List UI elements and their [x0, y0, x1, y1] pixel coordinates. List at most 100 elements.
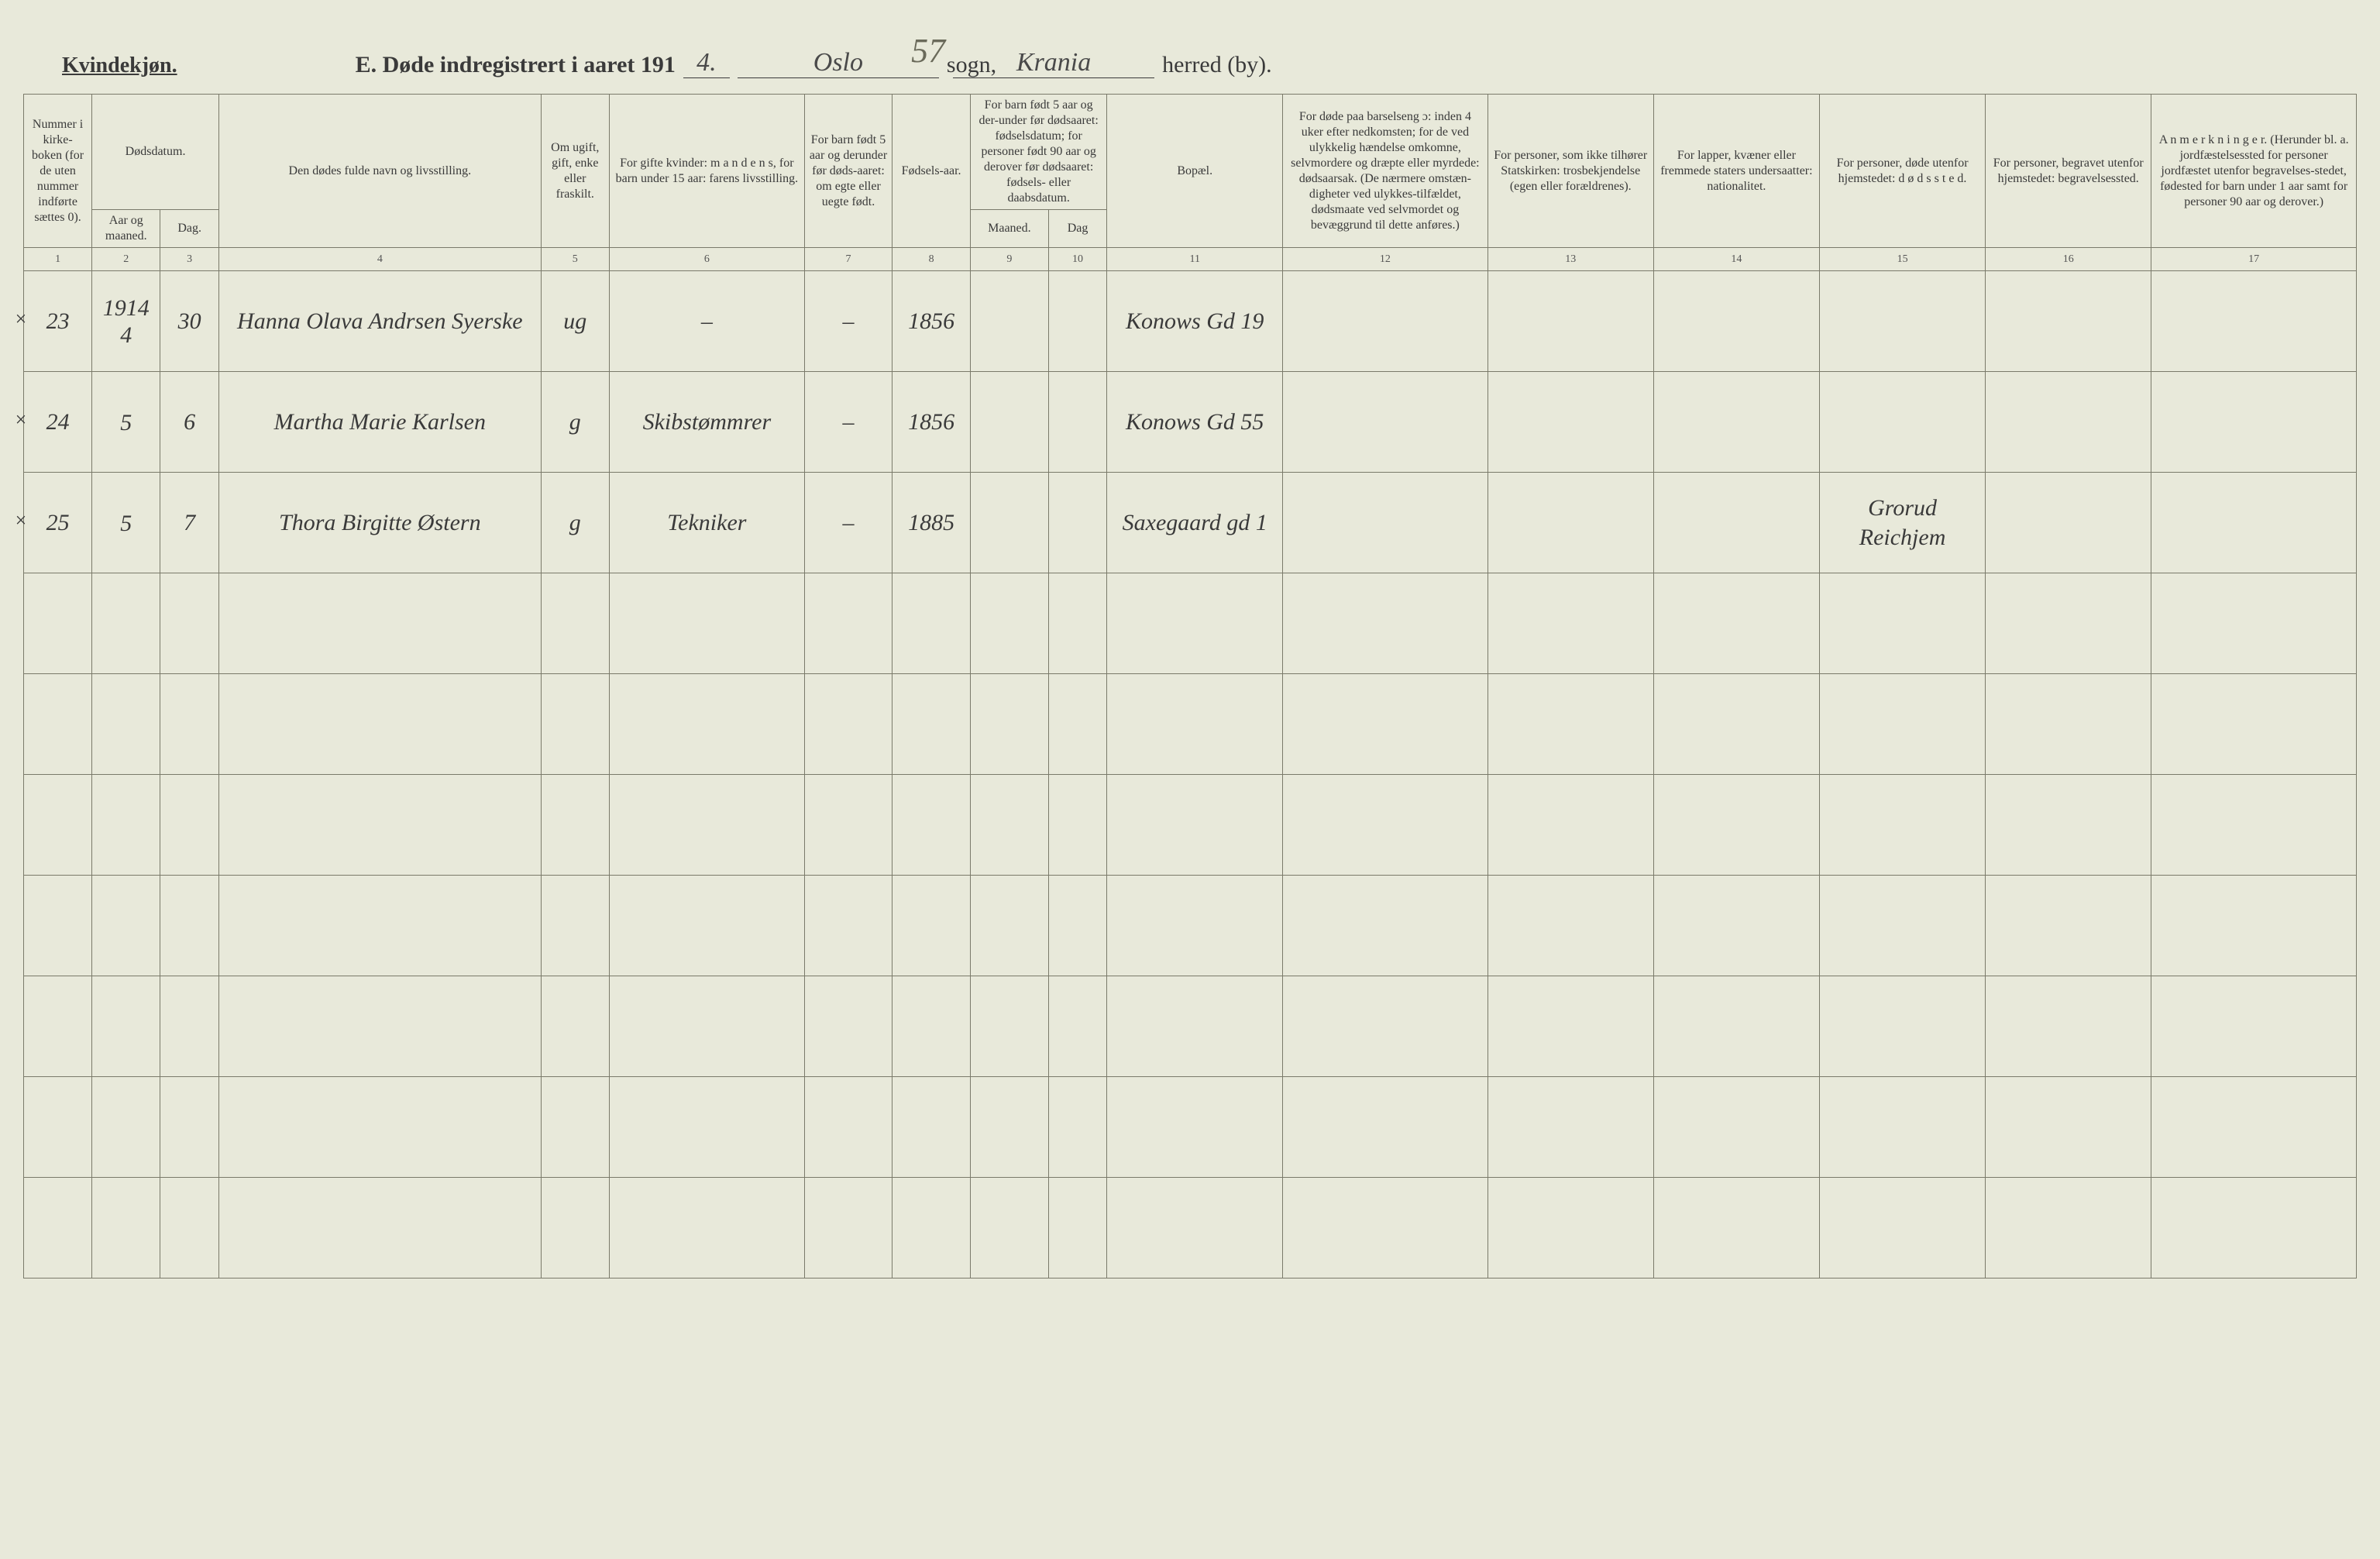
- cell: ×24: [24, 372, 92, 473]
- table-row-empty: [24, 1178, 2357, 1279]
- cell: 5: [92, 473, 160, 573]
- cell-empty: [609, 976, 804, 1077]
- cell: [1653, 271, 1819, 372]
- cell: [2151, 473, 2357, 573]
- table-row-empty: [24, 573, 2357, 674]
- cell-empty: [892, 976, 971, 1077]
- col-header-9: Maaned.: [970, 210, 1048, 248]
- cell-empty: [892, 1077, 971, 1178]
- cell: 1856: [892, 372, 971, 473]
- column-number-row: 1 2 3 4 5 6 7 8 9 10 11 12 13 14 15 16 1…: [24, 248, 2357, 271]
- cell: Tekniker: [609, 473, 804, 573]
- cell-empty: [1819, 876, 1985, 976]
- cell-empty: [218, 573, 541, 674]
- cell-empty: [24, 1077, 92, 1178]
- cell-empty: [609, 1178, 804, 1279]
- parish-value: Oslo: [738, 48, 939, 78]
- cell-empty: [804, 775, 892, 876]
- cell-empty: [1819, 573, 1985, 674]
- cell-empty: [804, 1077, 892, 1178]
- cell-empty: [24, 976, 92, 1077]
- col-header-13: For personer, som ikke tilhører Statskir…: [1488, 95, 1653, 248]
- cell-empty: [970, 775, 1048, 876]
- cell-empty: [1283, 674, 1488, 775]
- colnum: 11: [1107, 248, 1283, 271]
- colnum: 2: [92, 248, 160, 271]
- colnum: 7: [804, 248, 892, 271]
- cell-empty: [92, 1178, 160, 1279]
- cell-empty: [1048, 674, 1107, 775]
- cell-empty: [218, 876, 541, 976]
- cell: 6: [160, 372, 219, 473]
- page-number: 57: [911, 31, 945, 71]
- col-header-2-group: Dødsdatum.: [92, 95, 219, 210]
- cell-empty: [218, 1077, 541, 1178]
- colnum: 5: [541, 248, 609, 271]
- cell-empty: [1986, 573, 2151, 674]
- cell-empty: [1488, 573, 1653, 674]
- cell-empty: [1986, 1178, 2151, 1279]
- cell: [1488, 372, 1653, 473]
- cell-empty: [160, 573, 219, 674]
- cell: ug: [541, 271, 609, 372]
- cell-empty: [24, 674, 92, 775]
- cell-empty: [92, 573, 160, 674]
- cell-empty: [1107, 976, 1283, 1077]
- cell: [1986, 473, 2151, 573]
- table-row: ×2557Thora Birgitte ØsterngTekniker–1885…: [24, 473, 2357, 573]
- cell-empty: [1653, 876, 1819, 976]
- death-register-table: Nummer i kirke-boken (for de uten nummer…: [23, 94, 2357, 1279]
- cell-empty: [1107, 775, 1283, 876]
- cell-empty: [1283, 573, 1488, 674]
- colnum: 3: [160, 248, 219, 271]
- cell-empty: [1653, 976, 1819, 1077]
- cell: [1819, 271, 1985, 372]
- cell-empty: [92, 674, 160, 775]
- cell-empty: [160, 1178, 219, 1279]
- col-header-15: For personer, døde utenfor hjemstedet: d…: [1819, 95, 1985, 248]
- colnum: 14: [1653, 248, 1819, 271]
- cell-empty: [1048, 976, 1107, 1077]
- cell-empty: [541, 1077, 609, 1178]
- cell-empty: [970, 976, 1048, 1077]
- cell-empty: [1488, 1178, 1653, 1279]
- cell-empty: [160, 674, 219, 775]
- cell: [970, 473, 1048, 573]
- table-head: Nummer i kirke-boken (for de uten nummer…: [24, 95, 2357, 271]
- cell-empty: [1107, 1077, 1283, 1178]
- cell-empty: [160, 1077, 219, 1178]
- cell: ×23: [24, 271, 92, 372]
- cell: –: [609, 271, 804, 372]
- col-header-6: For gifte kvinder: m a n d e n s, for ba…: [609, 95, 804, 248]
- cell: –: [804, 271, 892, 372]
- cell-empty: [92, 1077, 160, 1178]
- cell: ×25: [24, 473, 92, 573]
- cell: [1048, 372, 1107, 473]
- colnum: 15: [1819, 248, 1985, 271]
- cell-empty: [1819, 1077, 1985, 1178]
- cell-empty: [541, 775, 609, 876]
- cell-empty: [1048, 775, 1107, 876]
- cell: [1048, 473, 1107, 573]
- colnum: 8: [892, 248, 971, 271]
- cell: [1653, 473, 1819, 573]
- cell: –: [804, 473, 892, 573]
- cell-empty: [804, 976, 892, 1077]
- cell: [970, 372, 1048, 473]
- cell: [1283, 473, 1488, 573]
- colnum: 1: [24, 248, 92, 271]
- cell-empty: [1653, 775, 1819, 876]
- cell-empty: [1986, 976, 2151, 1077]
- cell: [1986, 372, 2151, 473]
- cell-empty: [1653, 573, 1819, 674]
- cell-empty: [1488, 1077, 1653, 1178]
- table-row: ×2456Martha Marie KarlsengSkibstømmrer–1…: [24, 372, 2357, 473]
- cell: Hanna Olava Andrsen Syerske: [218, 271, 541, 372]
- cell-empty: [541, 1178, 609, 1279]
- cell-empty: [2151, 674, 2357, 775]
- cell-empty: [218, 1178, 541, 1279]
- cell: –: [804, 372, 892, 473]
- col-header-2: Aar og maaned.: [92, 210, 160, 248]
- cell-empty: [892, 1178, 971, 1279]
- cell-empty: [2151, 876, 2357, 976]
